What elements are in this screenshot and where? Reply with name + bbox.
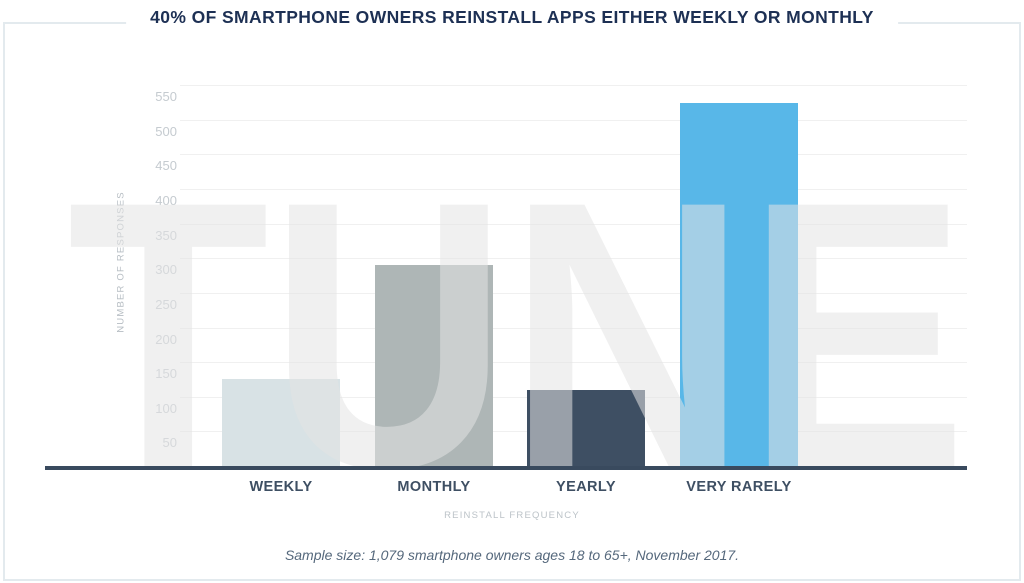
x-axis-title: REINSTALL FREQUENCY xyxy=(444,510,580,521)
y-tick-label-350: 350 xyxy=(155,228,177,243)
gridline-350 xyxy=(180,224,967,225)
bar-monthly xyxy=(375,265,493,466)
bar-yearly xyxy=(527,390,645,466)
bar-weekly xyxy=(222,379,340,466)
gridline-550 xyxy=(180,85,967,86)
y-tick-label-200: 200 xyxy=(155,332,177,347)
y-tick-label-50: 50 xyxy=(162,435,177,450)
category-label-monthly: MONTHLY xyxy=(397,479,471,495)
y-tick-label-550: 550 xyxy=(155,89,177,104)
gridline-500 xyxy=(180,120,967,121)
gridline-250 xyxy=(180,293,967,294)
gridline-150 xyxy=(180,362,967,363)
category-label-very-rarely: VERY RARELY xyxy=(686,479,792,495)
y-tick-label-400: 400 xyxy=(155,193,177,208)
y-tick-label-450: 450 xyxy=(155,158,177,173)
category-label-weekly: WEEKLY xyxy=(249,479,313,495)
y-tick-label-150: 150 xyxy=(155,366,177,381)
gridline-200 xyxy=(180,328,967,329)
y-tick-label-300: 300 xyxy=(155,262,177,277)
chart-title: 40% OF SMARTPHONE OWNERS REINSTALL APPS … xyxy=(126,4,898,30)
gridline-300 xyxy=(180,258,967,259)
y-tick-label-100: 100 xyxy=(155,401,177,416)
bar-very-rarely xyxy=(680,103,798,466)
gridline-450 xyxy=(180,154,967,155)
y-tick-label-250: 250 xyxy=(155,297,177,312)
sample-size-note: Sample size: 1,079 smartphone owners age… xyxy=(284,547,740,563)
y-tick-label-500: 500 xyxy=(155,124,177,139)
x-axis-line xyxy=(45,466,967,470)
card-border xyxy=(3,22,1021,581)
category-label-yearly: YEARLY xyxy=(556,479,616,495)
gridline-400 xyxy=(180,189,967,190)
